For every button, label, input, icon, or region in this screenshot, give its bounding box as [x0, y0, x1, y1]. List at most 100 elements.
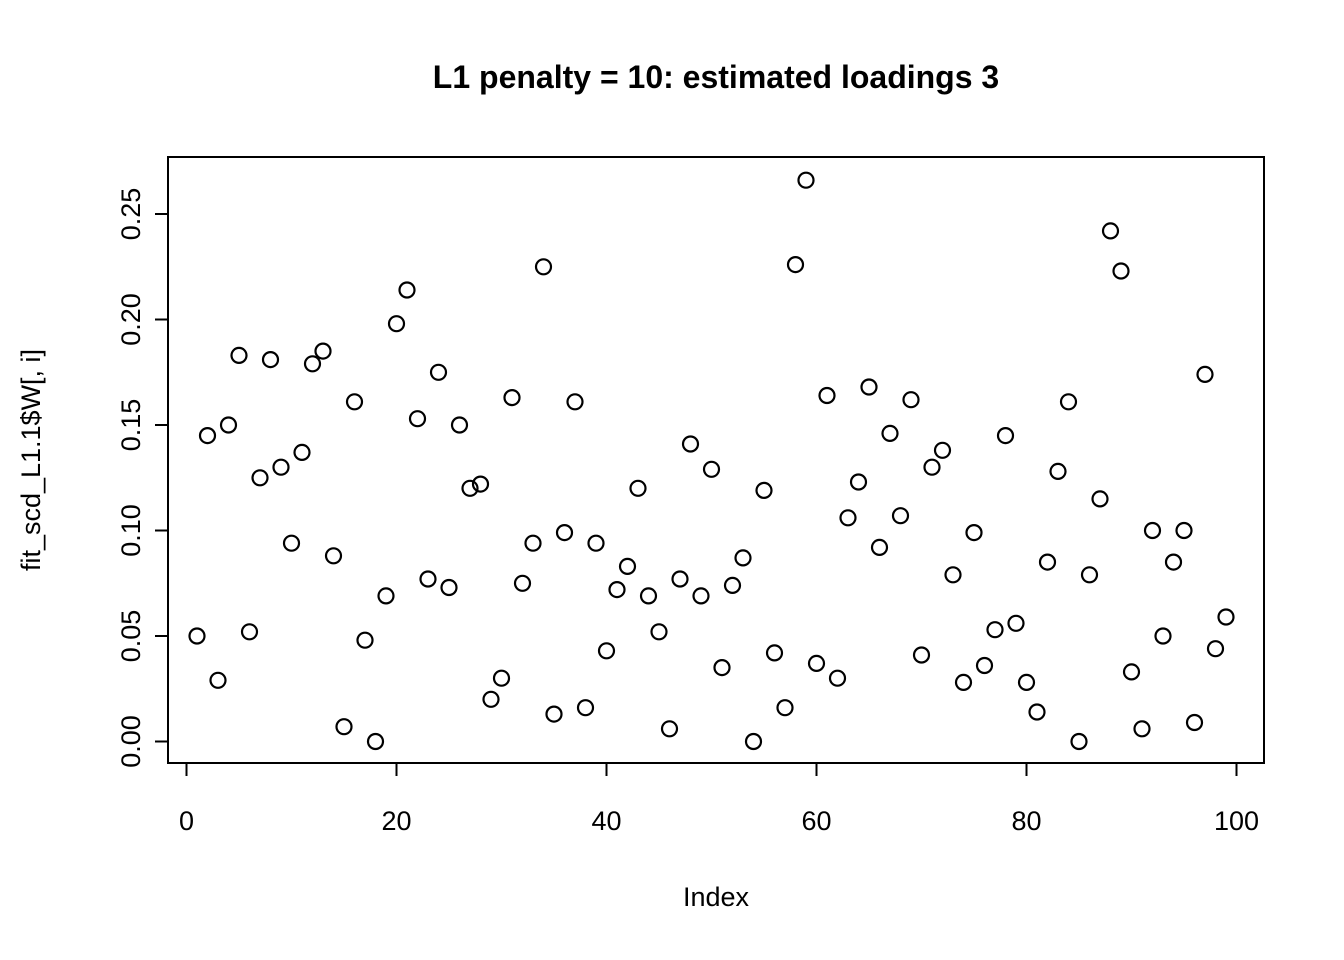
- data-point: [366, 732, 385, 751]
- data-point: [219, 416, 238, 434]
- data-point: [345, 393, 364, 411]
- x-tick-label: 60: [801, 806, 831, 836]
- y-tick-label: 0.05: [116, 610, 146, 663]
- plot-title: L1 penalty = 10: estimated loadings 3: [433, 59, 999, 95]
- data-point: [723, 576, 742, 595]
- data-point: [576, 699, 595, 717]
- data-point: [1112, 262, 1130, 280]
- x-axis-label: Index: [683, 882, 750, 912]
- data-point: [860, 378, 878, 396]
- y-tick-label: 0.10: [116, 504, 146, 557]
- data-point: [450, 416, 469, 434]
- data-point: [408, 410, 427, 428]
- data-point: [681, 435, 700, 453]
- data-point: [629, 479, 647, 497]
- data-point: [923, 458, 941, 476]
- data-point: [1217, 608, 1235, 626]
- data-point: [398, 281, 416, 299]
- data-point: [471, 475, 490, 493]
- data-point: [986, 621, 1004, 639]
- data-point: [534, 258, 553, 276]
- data-point: [954, 673, 973, 692]
- data-point: [1185, 713, 1204, 732]
- data-point: [639, 587, 658, 605]
- x-tick-label: 40: [591, 806, 621, 836]
- data-point: [1143, 521, 1162, 540]
- data-point: [198, 427, 217, 445]
- data-point: [314, 342, 332, 360]
- data-point: [912, 646, 931, 664]
- data-point: [1028, 703, 1046, 721]
- data-point: [786, 256, 805, 274]
- x-tick-label: 100: [1214, 806, 1259, 836]
- data-point: [188, 627, 206, 645]
- data-point: [503, 389, 521, 407]
- data-point: [807, 654, 826, 673]
- y-axis-label: fit_scd_L1.1$W[, i]: [16, 349, 46, 571]
- data-point: [387, 315, 406, 333]
- data-point: [335, 718, 353, 736]
- data-point: [1017, 673, 1036, 692]
- data-point: [755, 481, 773, 499]
- data-point: [1122, 663, 1141, 681]
- x-tick-label: 80: [1011, 806, 1041, 836]
- data-point: [429, 363, 448, 381]
- data-point: [1049, 462, 1067, 480]
- y-tick-label: 0.00: [116, 715, 146, 768]
- data-point: [1080, 566, 1099, 584]
- data-point: [797, 171, 815, 189]
- data-point: [828, 669, 847, 687]
- data-point: [251, 469, 269, 487]
- data-point: [944, 566, 962, 584]
- data-point: [1206, 640, 1225, 658]
- data-point: [282, 534, 301, 552]
- data-point: [870, 538, 889, 557]
- data-point: [1154, 627, 1172, 645]
- data-point: [650, 623, 668, 641]
- data-point: [996, 427, 1015, 445]
- data-point: [818, 386, 836, 405]
- data-point: [230, 346, 248, 364]
- data-point: [1175, 521, 1193, 540]
- data-point: [272, 458, 290, 476]
- data-point: [849, 473, 868, 491]
- data-point: [482, 690, 500, 708]
- data-point: [545, 705, 563, 723]
- data-point: [1196, 365, 1214, 383]
- data-point: [975, 656, 994, 675]
- data-point: [461, 479, 479, 497]
- data-point: [765, 644, 784, 662]
- data-point: [293, 443, 311, 461]
- data-point: [881, 424, 899, 442]
- data-point: [933, 441, 952, 459]
- data-point: [1007, 614, 1025, 632]
- data-point: [1038, 553, 1057, 571]
- data-point: [744, 732, 763, 751]
- data-point: [702, 460, 721, 478]
- data-point: [1059, 393, 1078, 411]
- data-point: [513, 574, 532, 592]
- data-point: [734, 549, 752, 567]
- data-point: [492, 669, 511, 687]
- y-tick-label: 0.25: [116, 188, 146, 241]
- data-point: [587, 534, 605, 552]
- y-tick-label: 0.20: [116, 293, 146, 346]
- data-point: [839, 509, 857, 527]
- data-point: [891, 507, 910, 525]
- data-point: [776, 699, 794, 717]
- data-point: [1070, 732, 1088, 751]
- data-point: [965, 523, 983, 542]
- x-tick-label: 0: [179, 806, 194, 836]
- data-point: [692, 587, 710, 605]
- data-point: [240, 623, 259, 641]
- data-point: [1164, 553, 1183, 571]
- data-point: [324, 547, 343, 565]
- data-point: [209, 671, 227, 689]
- data-point: [524, 534, 542, 552]
- data-point: [713, 658, 731, 677]
- data-point: [618, 557, 637, 576]
- data-point: [671, 570, 689, 588]
- data-point: [377, 587, 395, 605]
- x-tick-label: 20: [381, 806, 411, 836]
